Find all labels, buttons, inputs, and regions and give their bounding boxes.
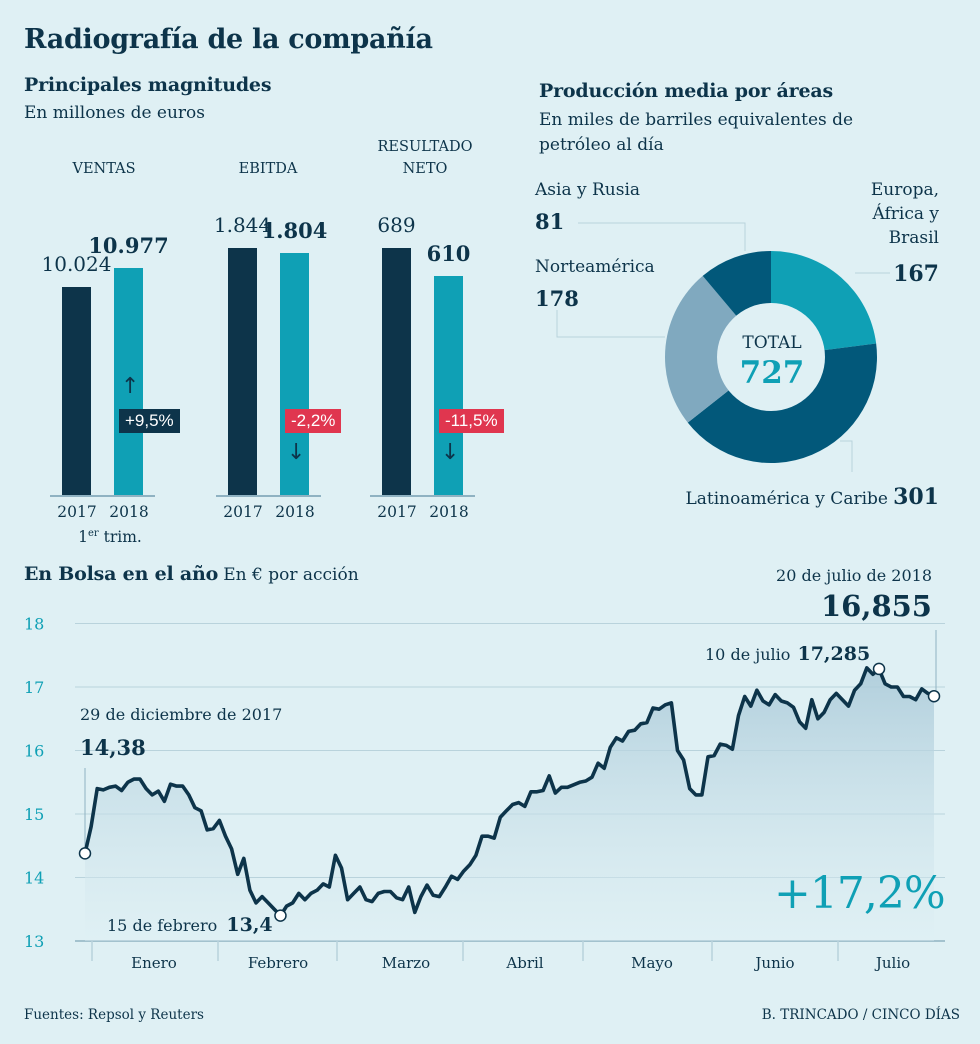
norte-label: Norteamérica	[535, 257, 655, 277]
bar-baseline	[216, 495, 321, 497]
min-annotation: 15 de febrero 13,4	[107, 914, 273, 936]
highlight-point	[274, 909, 287, 922]
bar-2017	[382, 248, 411, 495]
arrow-down-icon: ↓	[287, 440, 306, 465]
europa-label-line3: Brasil	[888, 228, 939, 248]
europa-label-line1: Europa,	[870, 180, 939, 200]
bar-2017	[62, 287, 91, 495]
bar-2017	[228, 248, 257, 495]
value-2018: 1.804	[261, 218, 328, 244]
group-label: NETO	[402, 161, 448, 177]
donut-hole	[717, 303, 825, 411]
bar-2018	[280, 253, 309, 495]
donut-chart	[556, 222, 890, 472]
start-date: 29 de diciembre de 2017	[80, 705, 283, 724]
leader-asia	[578, 222, 746, 251]
arrow-down-icon: ↓	[441, 440, 460, 465]
bolsa-heading-row: En Bolsa en el año En € por acción	[24, 563, 359, 585]
bolsa-unit: En € por acción	[223, 565, 359, 585]
bar-baseline	[50, 495, 155, 497]
year-label-2018: 2018	[429, 503, 469, 521]
highlight-point	[78, 847, 92, 860]
end-value: 16,855	[821, 589, 932, 623]
asia-value: 81	[535, 209, 565, 234]
min-value: 13,4	[226, 914, 273, 936]
norte-value: 178	[535, 286, 579, 311]
europa-label-line2: África y	[872, 204, 940, 224]
highlight-point	[927, 689, 941, 703]
year-label-2017: 2017	[223, 503, 263, 521]
change-badge: -2,2%	[285, 409, 342, 433]
peak-value: 17,285	[797, 643, 871, 665]
x-tick-label: Julio	[874, 954, 910, 972]
leader-norte	[556, 310, 665, 338]
bar-baseline	[370, 495, 475, 497]
y-tick-label: 13	[24, 932, 44, 951]
value-2017: 10.024	[41, 252, 112, 277]
arrow-up-icon: ↑	[121, 374, 140, 399]
magnitudes-heading: Principales magnitudes	[24, 74, 272, 96]
value-2017: 1.844	[213, 213, 272, 237]
page-title: Radiografía de la compañía	[24, 24, 433, 55]
value-2017: 689	[377, 213, 416, 237]
x-tick-label: Junio	[753, 954, 794, 972]
year-label-2017: 2017	[57, 503, 97, 521]
produccion-unit-line2: petróleo al día	[539, 135, 664, 155]
value-2018: 610	[426, 241, 471, 267]
leader-latam	[840, 440, 853, 472]
total-value: 727	[739, 355, 805, 391]
period-note-text: trim.	[98, 528, 142, 547]
year-label-2018: 2018	[109, 503, 149, 521]
end-date: 20 de julio de 2018	[776, 566, 932, 585]
produccion-unit-line1: En miles de barriles equivalentes de	[539, 110, 854, 130]
y-tick-label: 14	[24, 869, 44, 888]
value-2018: 10.977	[88, 232, 169, 258]
produccion-heading: Producción media por áreas	[539, 80, 833, 102]
bolsa-heading: En Bolsa en el año	[24, 563, 219, 585]
y-tick-label: 15	[24, 805, 44, 824]
x-tick-label: Mayo	[631, 954, 673, 972]
period-note-sup: er	[88, 528, 99, 539]
sources: Fuentes: Repsol y Reuters	[24, 1007, 204, 1023]
latam-label-row: Latinoamérica y Caribe 301	[685, 484, 939, 510]
year-label-2018: 2018	[275, 503, 315, 521]
group-label-line1: RESULTADO	[377, 139, 473, 155]
magnitudes-unit: En millones de euros	[24, 103, 206, 123]
x-tick-label: Marzo	[382, 954, 430, 972]
change-percent: +17,2%	[774, 868, 946, 919]
credit: B. TRINCADO / CINCO DÍAS	[761, 1007, 960, 1023]
asia-label: Asia y Rusia	[535, 180, 641, 200]
y-tick-label: 17	[24, 678, 44, 697]
x-tick-label: Abril	[505, 954, 543, 972]
bar-2018	[114, 267, 143, 495]
price-line	[83, 666, 935, 918]
latam-label: Latinoamérica y Caribe	[685, 489, 888, 509]
period-note-number: 1	[78, 528, 88, 547]
year-label-2017: 2017	[377, 503, 417, 521]
y-tick-label: 16	[24, 742, 44, 761]
min-date: 15 de febrero	[107, 916, 218, 935]
peak-date: 10 de julio	[705, 645, 791, 664]
price-area	[85, 667, 934, 941]
period-note: 1er trim.	[55, 528, 165, 546]
x-tick-label: Febrero	[248, 954, 308, 972]
change-badge: -11,5%	[439, 409, 504, 433]
group-label: EBITDA	[238, 161, 298, 177]
total-label: TOTAL	[742, 333, 802, 353]
bar-2018	[434, 276, 463, 495]
group-label: VENTAS	[72, 161, 136, 177]
y-tick-label: 18	[24, 615, 44, 634]
highlight-point	[872, 662, 886, 676]
change-badge: +9,5%	[119, 409, 180, 433]
start-value: 14,38	[80, 735, 146, 760]
europa-value: 167	[893, 261, 939, 287]
x-tick-label: Enero	[131, 954, 177, 972]
peak-annotation: 10 de julio 17,285	[705, 643, 870, 665]
latam-value: 301	[893, 484, 939, 510]
